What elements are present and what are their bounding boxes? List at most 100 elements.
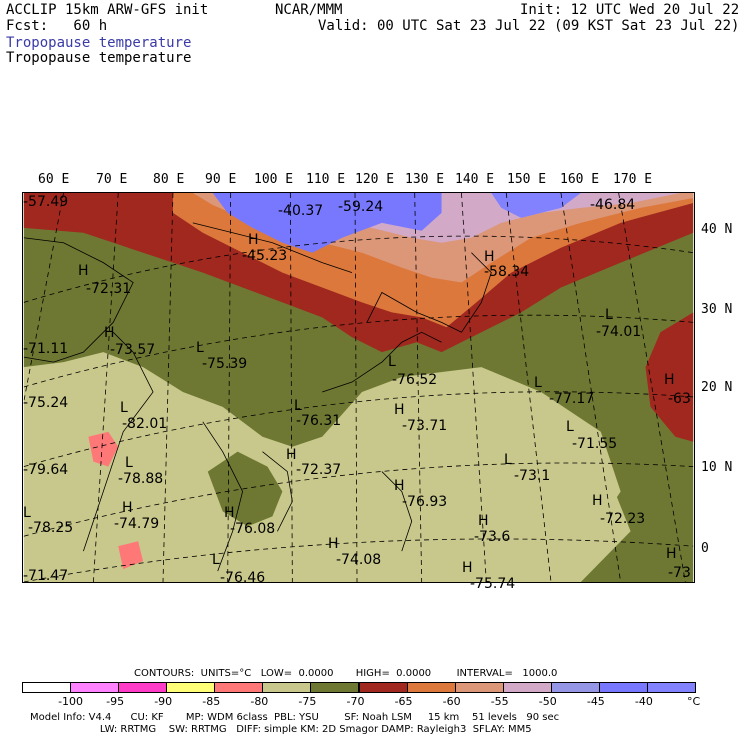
field-patch-salmon-india <box>88 431 119 467</box>
temperature-value: -71.47 <box>23 568 69 584</box>
field-band-olive-south <box>207 451 283 527</box>
high-marker: H <box>248 232 259 248</box>
field-patch-salmon-sw <box>118 541 144 570</box>
temperature-value: -63 <box>668 391 691 407</box>
colorbar-label: -45 <box>586 695 605 708</box>
low-marker: L <box>566 419 574 435</box>
high-marker: H <box>122 500 133 516</box>
temperature-value: -73.1 <box>514 468 551 484</box>
colorbar-swatch <box>598 682 648 693</box>
temperature-value: -72.23 <box>600 511 646 527</box>
lon-label: 170 E <box>613 172 653 187</box>
init-time: Init: 12 UTC Wed 20 Jul 22 <box>520 2 740 18</box>
org-label: NCAR/MMM <box>275 2 343 18</box>
colorbar-label: -40 <box>634 695 653 708</box>
contours-info: CONTOURS: UNITS=°C LOW= 0.0000 HIGH= 0.0… <box>134 668 558 679</box>
colorbar-label: -55 <box>490 695 509 708</box>
temperature-value: -79.64 <box>23 462 69 478</box>
lat-label: 20 N <box>701 380 733 395</box>
temperature-value: -76.93 <box>402 494 448 510</box>
lon-label: 80 E <box>153 172 185 187</box>
temperature-value: -71.55 <box>572 436 618 452</box>
low-marker: L <box>120 400 128 416</box>
colorbar-swatch <box>118 682 168 693</box>
high-marker: H <box>478 513 489 529</box>
model-title: ACCLIP 15km ARW-GFS init <box>6 2 209 18</box>
colorbar-swatch <box>358 682 408 693</box>
temperature-value: -46.84 <box>590 197 636 213</box>
high-marker: H <box>104 325 115 341</box>
lat-label: 10 N <box>701 460 733 475</box>
field-band-darkred-east <box>645 312 694 442</box>
temperature-value: -74.79 <box>114 516 160 532</box>
temperature-value: -40.37 <box>278 203 324 219</box>
colorbar-swatch <box>262 682 312 693</box>
lon-label: 90 E <box>205 172 237 187</box>
temperature-value: -74.01 <box>596 324 642 340</box>
colorbar-swatch <box>550 682 600 693</box>
coastlines <box>23 222 492 572</box>
temperature-value: -73 <box>668 565 691 581</box>
low-marker: L <box>504 452 512 468</box>
temperature-value: -75.74 <box>470 576 516 592</box>
colorbar-swatch <box>406 682 456 693</box>
lon-label: 140 E <box>455 172 495 187</box>
temperature-value: -76.46 <box>220 570 266 586</box>
field-title-blue: Tropopause temperature <box>6 35 192 51</box>
high-marker: H <box>394 478 405 494</box>
high-marker: H <box>666 546 677 562</box>
forecast-hour: Fcst: 60 h <box>6 18 108 34</box>
model-info-line1: Model Info: V4.4 CU: KF MP: WDM 6class P… <box>30 712 560 723</box>
lat-label: 40 N <box>701 222 733 237</box>
high-marker: H <box>462 560 473 576</box>
low-marker: L <box>196 340 204 356</box>
temperature-value: -74.08 <box>336 552 382 568</box>
colorbar-label: °C <box>687 695 701 708</box>
colorbar-label: -85 <box>202 695 221 708</box>
temperature-value: -72.37 <box>296 462 342 478</box>
model-info-line2: LW: RRTMG SW: RRTMG DIFF: simple KM: 2D … <box>30 724 532 735</box>
colorbar-label: -90 <box>154 695 173 708</box>
temperature-value: -75.39 <box>202 356 248 372</box>
low-marker: L <box>605 307 613 323</box>
field-band-blue-east <box>491 193 581 218</box>
colorbar-label: -80 <box>250 695 269 708</box>
lon-label: 70 E <box>96 172 128 187</box>
high-marker: H <box>224 505 235 521</box>
high-marker: H <box>78 263 89 279</box>
high-marker: H <box>592 493 603 509</box>
high-marker: H <box>484 249 495 265</box>
high-marker: H <box>286 447 297 463</box>
colorbar-label: -60 <box>442 695 461 708</box>
colorbar-swatch <box>166 682 216 693</box>
temperature-value: -73.71 <box>402 418 448 434</box>
colorbar-swatch <box>22 682 72 693</box>
temperature-value: -76.31 <box>296 413 342 429</box>
temperature-value: -77.17 <box>549 391 595 407</box>
temperature-value: -75.24 <box>23 395 69 411</box>
colorbar-swatch <box>310 682 360 693</box>
low-marker: L <box>388 354 396 370</box>
colorbar-swatch <box>502 682 552 693</box>
low-marker: L <box>212 552 220 568</box>
high-marker: H <box>394 402 405 418</box>
temperature-value: -73.6 <box>474 529 511 545</box>
lat-label: 0 <box>701 541 709 556</box>
colorbar-label: -75 <box>298 695 317 708</box>
temperature-value: -78.88 <box>118 471 164 487</box>
colorbar-label: -95 <box>106 695 125 708</box>
low-marker: L <box>534 375 542 391</box>
lat-label: 30 N <box>701 302 733 317</box>
lon-label: 150 E <box>507 172 547 187</box>
colorbar-label: -100 <box>58 695 84 708</box>
temperature-value: -59.24 <box>338 199 384 215</box>
temperature-value: -76.52 <box>392 372 438 388</box>
low-marker: L <box>294 398 302 414</box>
colorbar-swatch <box>454 682 504 693</box>
lon-label: 120 E <box>355 172 395 187</box>
tropopause-temperature-map <box>22 192 695 583</box>
lon-label: 100 E <box>254 172 294 187</box>
colorbar-swatch <box>70 682 120 693</box>
low-marker: L <box>125 455 133 471</box>
temperature-value: -76.08 <box>230 521 276 537</box>
